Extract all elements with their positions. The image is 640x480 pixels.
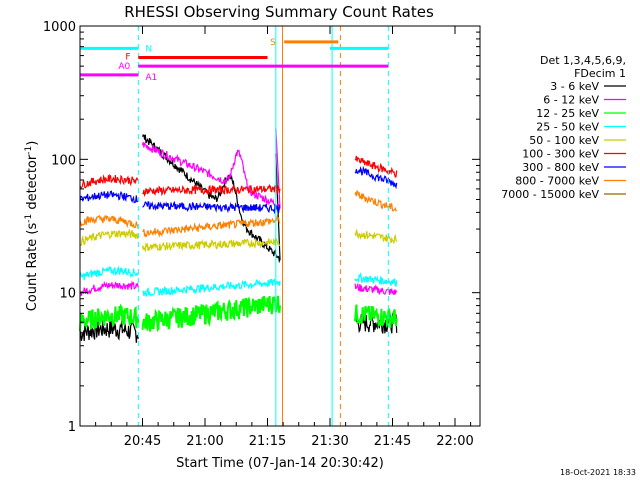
series-trace-4-2: [354, 228, 398, 244]
series-trace-1-1: [141, 128, 281, 212]
x-tick-label: 21:30: [311, 434, 348, 449]
y-axis-title-end: ): [25, 141, 40, 146]
series-trace-3-0: [79, 265, 139, 281]
y-axis-title: Count Rate (s-1 detector-1): [24, 141, 40, 312]
series-trace-7-0: [79, 214, 139, 230]
legend-title-line: FDecim 1: [574, 67, 626, 80]
y-axis-title-main: Count Rate (s: [25, 223, 40, 312]
series-trace-2-0: [79, 303, 140, 332]
series-trace-5-0: [79, 173, 139, 190]
y-axis-title-sup1: -1: [24, 214, 34, 223]
series-trace-7-2: [354, 189, 398, 212]
legend-label: 6 - 12 keV: [543, 94, 599, 107]
series-trace-3-1: [142, 278, 281, 297]
series-trace-4-1: [141, 237, 281, 253]
y-tick-label: 1000: [43, 20, 76, 35]
series-trace-2-1: [141, 295, 281, 333]
legend-label: 25 - 50 keV: [536, 121, 599, 134]
x-tick-label: 21:15: [249, 434, 286, 449]
series-trace-0-0: [79, 319, 139, 343]
x-tick-label: 21:45: [374, 434, 411, 449]
legend-label: 100 - 300 keV: [522, 148, 599, 161]
plot-frame: [79, 25, 481, 427]
y-tick-label: 10: [59, 287, 76, 302]
series-trace-3-2: [354, 272, 398, 287]
flag-label-3: A1: [145, 73, 157, 83]
series-trace-4-0: [79, 228, 139, 246]
y-axis-title-sup2: -1: [24, 146, 34, 155]
legend-label: 800 - 7000 keV: [515, 175, 599, 188]
axis-layer: 20:45 21:00 21:15 21:30 21:45 22:00 1 10 100 1000: [43, 20, 480, 449]
flag-layer: N FA0 A1 S: [80, 26, 389, 426]
series-trace-1-0: [79, 280, 139, 296]
series-trace-6-2: [354, 165, 398, 190]
series-trace-2-2: [354, 304, 398, 329]
series-trace-6-0: [79, 190, 139, 204]
series-trace-5-2: [354, 155, 398, 178]
x-tick-label: 20:45: [124, 434, 161, 449]
series-trace-0-1: [141, 134, 281, 264]
x-tick-label: 21:00: [186, 434, 223, 449]
chart-title: RHESSI Observing Summary Count Rates: [124, 3, 434, 21]
legend-label: 50 - 100 keV: [529, 134, 599, 147]
y-tick-label: 1: [68, 420, 76, 435]
legend-title-line: Det 1,3,4,5,6,9,: [540, 54, 626, 67]
x-axis-title: Start Time (07-Jan-14 20:30:42): [176, 456, 384, 471]
flag-label-2: A0: [118, 62, 130, 72]
flag-label-4: S: [270, 38, 276, 48]
series-trace-6-1: [142, 200, 281, 215]
x-tick-label: 22:00: [436, 434, 473, 449]
legend-label: 300 - 800 keV: [522, 161, 599, 174]
series-trace-7-1: [142, 214, 281, 238]
flag-label-0: N: [145, 44, 152, 54]
data-layer: [79, 128, 398, 343]
legend-label: 12 - 25 keV: [536, 107, 599, 120]
series-trace-1-2: [354, 282, 398, 296]
y-tick-label: 100: [51, 153, 76, 168]
legend-label: 7000 - 15000 keV: [501, 188, 599, 201]
y-axis-title-mid: detector: [25, 154, 40, 214]
flag-label-1: F: [125, 53, 130, 63]
footer-timestamp: 18-Oct-2021 18:33: [560, 468, 636, 477]
legend-label: 3 - 6 keV: [550, 80, 599, 93]
series-trace-5-1: [142, 183, 281, 198]
